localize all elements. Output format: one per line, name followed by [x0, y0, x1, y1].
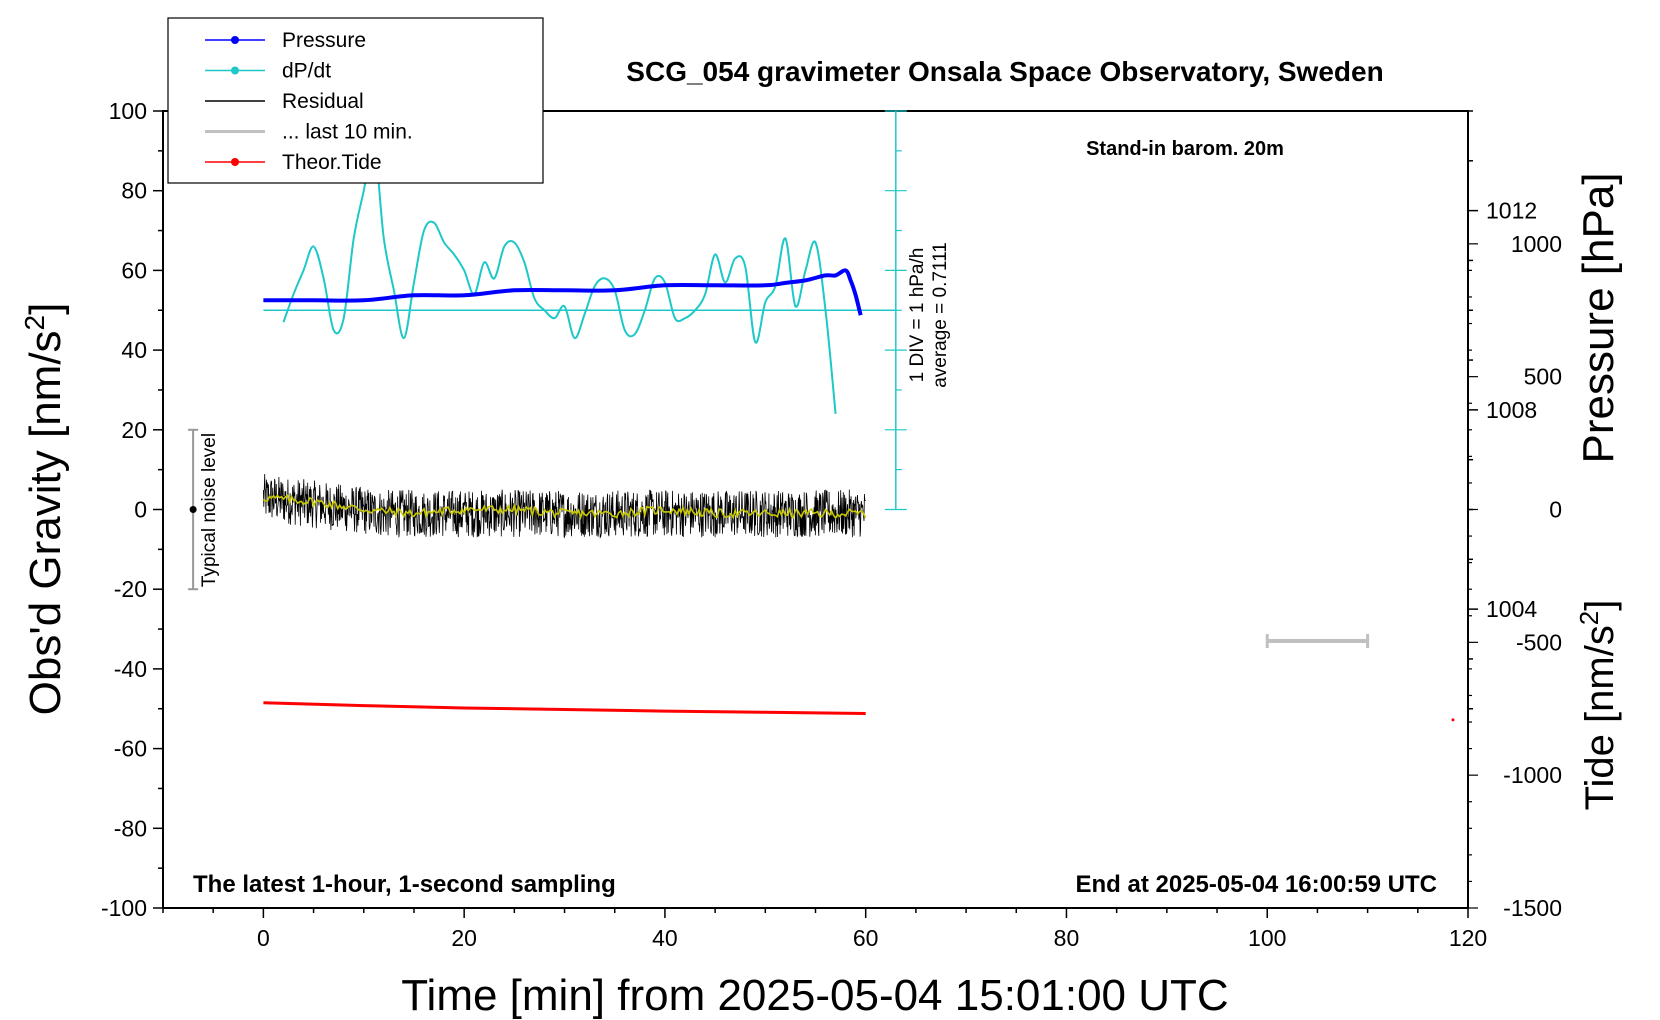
y-right-tide-tick-label: -1000	[1503, 762, 1562, 788]
legend-swatch-marker	[231, 158, 239, 166]
legend-label: dP/dt	[282, 60, 331, 83]
y-axis-right-pressure-label: Pressure [hPa]	[1574, 172, 1623, 463]
subtitle-right: End at 2025-05-04 16:00:59 UTC	[1076, 871, 1438, 898]
x-tick-label: 0	[257, 925, 270, 951]
legend-label: Residual	[282, 90, 364, 113]
y-right-tide-tick-label: 1000	[1511, 231, 1562, 257]
chart-title: SCG_054 gravimeter Onsala Space Observat…	[626, 56, 1383, 87]
legend-swatch-marker	[231, 66, 239, 75]
barometer-note: Stand-in barom. 20m	[1086, 138, 1284, 160]
series-layer	[188, 110, 1455, 722]
y-left-tick-label: 0	[134, 497, 147, 523]
y-right-tide-tick-label: -1500	[1503, 895, 1562, 921]
subtitle-left: The latest 1-hour, 1-second sampling	[193, 871, 616, 898]
y-left-tick-label: -100	[101, 895, 147, 921]
x-tick-label: 60	[853, 925, 879, 951]
noise-label: Typical noise level	[199, 433, 220, 587]
dpdt-note: 1 DIV = 1 hPa/h average = 0.7111	[907, 242, 951, 388]
y-left-tick-label: 80	[121, 178, 147, 204]
tick-labels: 0 20 40 60 80 100 120100806040200-20-40-60-80-…	[101, 98, 1562, 951]
tide-series-line	[263, 701, 866, 715]
x-tick-label: 40	[652, 925, 678, 951]
residual-series-line	[263, 473, 866, 539]
pressure-series-line	[263, 268, 863, 316]
y-left-tick-label: -40	[114, 656, 147, 682]
legend-label: ... last 10 min.	[282, 121, 413, 144]
y-left-tick-label: 20	[121, 417, 147, 443]
noise-bar-center	[189, 506, 197, 513]
x-tick-label: 100	[1248, 925, 1286, 951]
legend: Pressure dP/dt Residual ... last 10 min. The…	[167, 17, 544, 184]
axis-ticks	[153, 110, 1478, 918]
legend-swatch-marker	[231, 36, 239, 44]
y-right-tide-tick-label: 0	[1549, 497, 1562, 523]
y-left-tick-label: 40	[121, 337, 147, 363]
tide-end-point	[1451, 718, 1455, 722]
x-tick-label: 120	[1449, 925, 1487, 951]
y-left-tick-label: -20	[114, 576, 147, 602]
y-left-tick-label: 100	[109, 98, 147, 124]
y-right-pressure-tick-label: 1012	[1486, 198, 1537, 224]
legend-label: Pressure	[282, 29, 366, 52]
y-right-tide-tick-label: 500	[1524, 364, 1562, 390]
residual-smoothed-line	[262, 493, 867, 521]
x-tick-label: 20	[451, 925, 477, 951]
y-left-tick-label: -60	[114, 736, 147, 762]
x-axis-label: Time [min] from 2025-05-04 15:01:00 UTC	[401, 971, 1228, 1020]
y-left-tick-label: 60	[121, 257, 147, 283]
y-axis-right-tide-label: Tide [nm/s2]	[1574, 600, 1622, 811]
y-right-tide-tick-label: -500	[1516, 629, 1562, 655]
y-axis-left-label: Obs'd Gravity [nm/s2]	[19, 303, 70, 716]
x-tick-label: 80	[1054, 925, 1080, 951]
y-right-pressure-tick-label: 1008	[1486, 397, 1537, 423]
y-left-tick-label: -80	[114, 815, 147, 841]
y-right-pressure-tick-label: 1004	[1486, 596, 1537, 622]
legend-label: Theor.Tide	[282, 151, 382, 174]
